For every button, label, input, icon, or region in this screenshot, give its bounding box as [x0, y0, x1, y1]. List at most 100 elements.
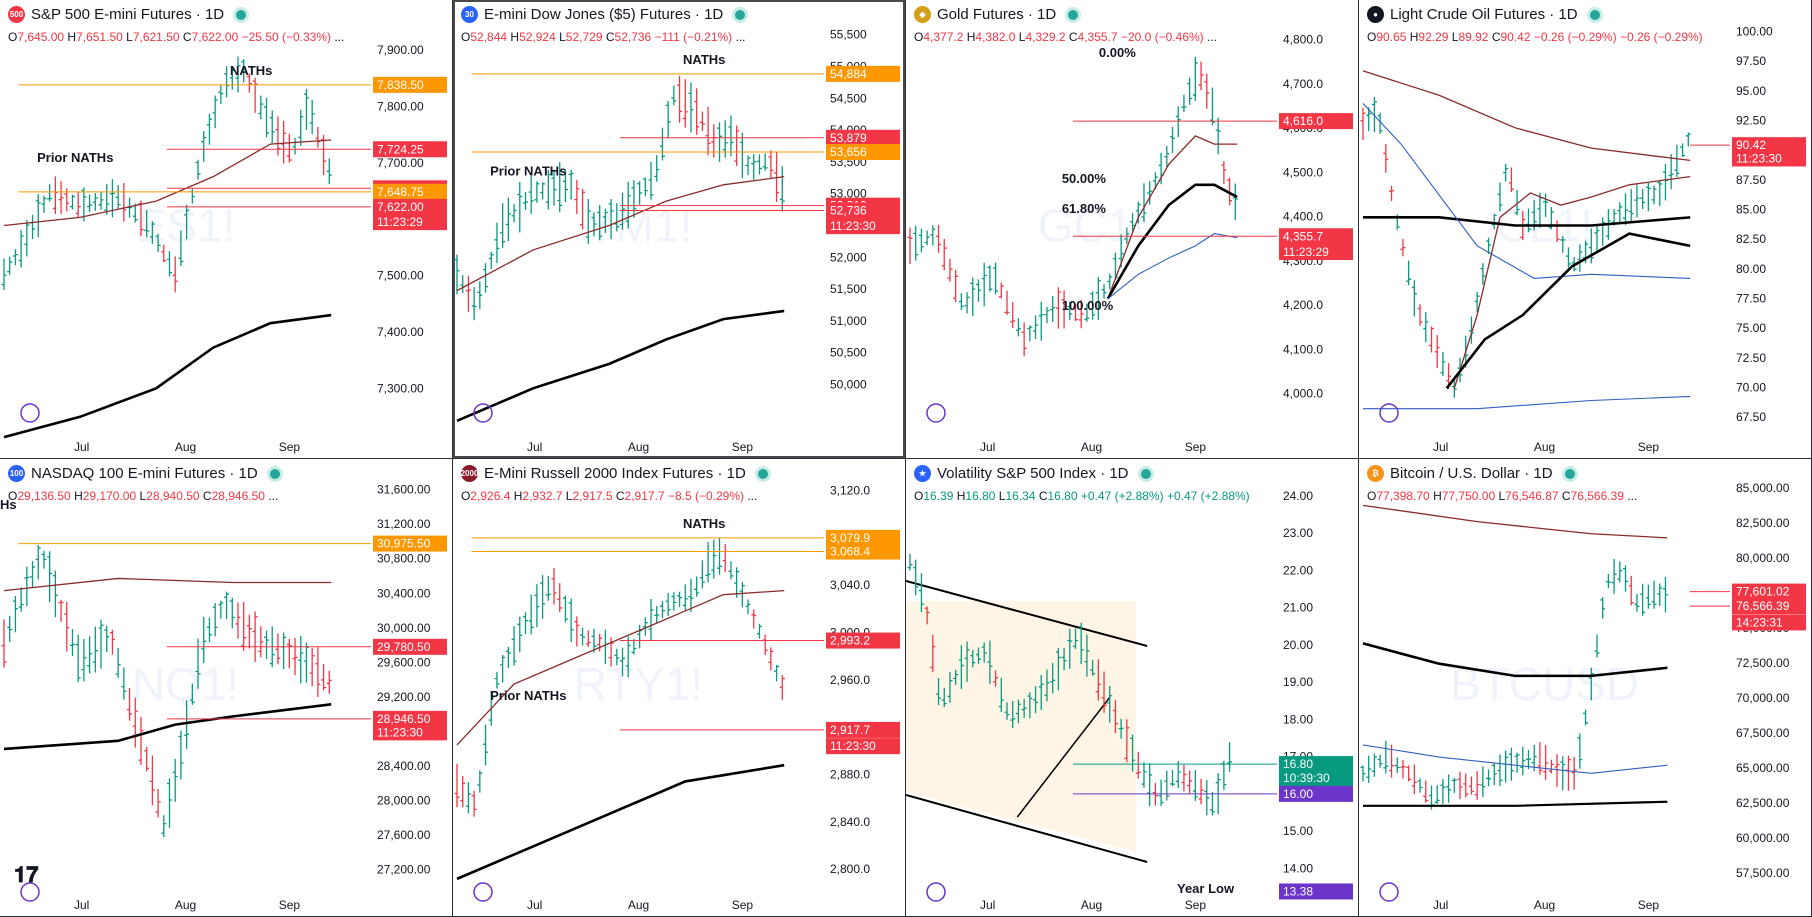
y-axis: 31,600.00 31,200.00 30,800.00 30,400.00 30,0… [377, 483, 431, 877]
trend-line [1016, 696, 1111, 818]
y-tick-label: 19.00 [1283, 675, 1313, 689]
x-axis: Jul Aug Sep [1433, 898, 1659, 912]
y-tick-label: 28,000.00 [377, 794, 431, 808]
ohlc-row: O7,645.00 H7,651.50 L7,621.50 C7,622.00 … [8, 30, 344, 44]
price-bars [907, 57, 1238, 357]
y-axis: 4,800.04,700.04,600.04,500.04,400.04,300… [1283, 33, 1323, 401]
x-axis: Jul Aug Sep [980, 898, 1206, 912]
chart-annotation: Hs [0, 497, 17, 512]
ohlc-more: ... [735, 30, 746, 44]
chart-panel-gc[interactable]: GC1!4,800.04,700.04,600.04,500.04,400.04… [906, 0, 1359, 459]
chart-header[interactable]: ◆ Gold Futures · 1D [914, 6, 1079, 23]
ohlc-value: 4,329.2 [1025, 30, 1066, 44]
price-tag [1279, 756, 1353, 773]
y-tick-label: 24.00 [1283, 489, 1313, 503]
price-tag [1732, 598, 1806, 615]
symbol-title[interactable]: Light Crude Oil Futures · 1D [1390, 6, 1578, 23]
chart-panel-es[interactable]: ES1!7,900.007,800.007,700.007,600.007,50… [0, 0, 453, 459]
price-tag [826, 202, 900, 219]
y-tick-label: 82.50 [1736, 232, 1766, 246]
y-tick-label: 53,000 [830, 187, 867, 201]
price-tag-label: 7,724.25 [377, 142, 424, 156]
chart-header[interactable]: 500 S&P 500 E-mini Futures · 1D [8, 6, 247, 23]
price-tag-label: 11:23:30 [1736, 151, 1782, 165]
chart-panel-vix[interactable]: VIX24.0023.0022.0021.0020.0019.0018.0017… [906, 459, 1359, 917]
symbol-title[interactable]: E-Mini Russell 2000 Index Futures · 1D [484, 465, 746, 482]
ohlc-change: −8.5 (−0.29%) [667, 489, 744, 503]
ohlc-row: O77,398.70 H77,750.00 L76,546.87 C76,566… [1367, 489, 1637, 503]
chart-panel-btc[interactable]: BTCUSD85,000.0082,500.0080,000.0077,500.… [1359, 459, 1812, 917]
chart-header[interactable]: 30 E-mini Dow Jones ($5) Futures · 1D [461, 6, 746, 23]
y-tick-label: 22.00 [1283, 563, 1313, 577]
x-tick-label: Aug [1081, 440, 1102, 454]
price-tag-label: 16.00 [1283, 787, 1313, 801]
price-tag-label: 11:23:29 [377, 215, 423, 229]
ohlc-value: 16.80 [1047, 489, 1078, 503]
chart-panel-rty[interactable]: RTY1!3,120.03,080.03,040.03,000.02,960.0… [453, 459, 906, 917]
x-axis: Jul Aug Sep [527, 898, 753, 912]
symbol-logo: ★ [914, 465, 931, 482]
ohlc-value: 76,566.39 [1570, 489, 1624, 503]
symbol-title[interactable]: S&P 500 E-mini Futures · 1D [31, 6, 225, 23]
ohlc-key: L [998, 489, 1006, 503]
tradingview-logo[interactable]: 𝟏𝟕 [14, 862, 39, 887]
chart-panel-nq[interactable]: NQ1! 31,600.00 31,200.00 30,800.00 30,400.00… [0, 459, 453, 917]
chart-header[interactable]: 2000 E-Mini Russell 2000 Index Futures · … [461, 465, 768, 482]
x-tick-label: Aug [1081, 898, 1102, 912]
y-tick-label: 52,000 [830, 250, 867, 264]
ohlc-value: 16.80 [965, 489, 996, 503]
x-axis: Jul Aug Sep [74, 440, 300, 454]
chart-svg-gc: GC1!4,800.04,700.04,600.04,500.04,400.04… [907, 33, 1353, 454]
price-tag [373, 198, 447, 215]
y-tick-label: 7,300.00 [377, 381, 424, 395]
ohlc-value: 4,382.0 [975, 30, 1016, 44]
y-tick-label: 97.50 [1736, 54, 1766, 68]
symbol-title[interactable]: NASDAQ 100 E-mini Futures · 1D [31, 465, 258, 482]
ohlc-value: 52,736 [614, 30, 652, 44]
ohlc-key: L [1018, 30, 1026, 44]
y-tick-label: 30,400.00 [377, 586, 431, 600]
y-tick-label: 29,200.00 [377, 690, 431, 704]
watermark: YM1! [585, 200, 692, 252]
chart-header[interactable]: ● Light Crude Oil Futures · 1D [1367, 6, 1600, 23]
chart-header[interactable]: ₿ Bitcoin / U.S. Dollar · 1D [1367, 465, 1575, 482]
price-tag [373, 710, 447, 727]
chart-header[interactable]: 100 NASDAQ 100 E-mini Futures · 1D [8, 465, 280, 482]
y-tick-label: 4,800.0 [1283, 33, 1323, 47]
chart-annotation: 100.00% [1062, 298, 1114, 313]
ohlc-key: O [461, 30, 471, 44]
price-bars [454, 537, 785, 817]
chart-panel-ym[interactable]: YM1!55,50055,00054,50054,00053,50053,000… [453, 0, 906, 459]
ohlc-key: C [202, 489, 212, 503]
y-tick-label: 54,500 [830, 91, 867, 105]
chart-svg-cl: CL1!100.0097.5095.0092.5090.0087.5085.00… [1360, 24, 1806, 454]
price-tag [1732, 137, 1806, 154]
price-tag-label: 3,079.9 [830, 531, 870, 545]
chart-svg-btc: BTCUSD85,000.0082,500.0080,000.0077,500.… [1360, 481, 1806, 912]
symbol-title[interactable]: Volatility S&P 500 Index · 1D [937, 465, 1129, 482]
ohlc-key: O [461, 489, 471, 503]
x-axis: Jul Aug Sep [74, 898, 300, 912]
price-tag [373, 76, 447, 93]
y-tick-label: 95.00 [1736, 84, 1766, 98]
y-tick-label: 7,800.00 [377, 100, 424, 114]
chart-panel-cl[interactable]: CL1!100.0097.5095.0092.5090.0087.5085.00… [1359, 0, 1812, 459]
ohlc-value: 76,546.87 [1505, 489, 1559, 503]
market-open-indicator [269, 468, 280, 479]
chart-header[interactable]: ★ Volatility S&P 500 Index · 1D [914, 465, 1151, 482]
y-tick-label: 92.50 [1736, 113, 1766, 127]
ohlc-row: O52,844 H52,924 L52,729 C52,736 −111 (−0… [461, 30, 746, 44]
moving-average-ma2 [1363, 216, 1691, 227]
symbol-title[interactable]: Bitcoin / U.S. Dollar · 1D [1390, 465, 1553, 482]
symbol-title[interactable]: Gold Futures · 1D [937, 6, 1057, 23]
ohlc-key: L [1451, 30, 1459, 44]
ohlc-value: 7,622.00 [191, 30, 239, 44]
ohlc-value: 90.65 [1376, 30, 1407, 44]
symbol-title[interactable]: E-mini Dow Jones ($5) Futures · 1D [484, 6, 724, 23]
x-tick-label: Aug [1534, 898, 1555, 912]
ohlc-key: C [1068, 30, 1078, 44]
price-tag-label: 10:39:30 [1283, 771, 1330, 785]
y-tick-label: 100.00 [1736, 24, 1773, 38]
price-tag-label: 11:23:30 [830, 739, 876, 753]
chart-svg-nq: NQ1! 31,600.00 31,200.00 30,800.00 30,400.00… [0, 483, 447, 912]
